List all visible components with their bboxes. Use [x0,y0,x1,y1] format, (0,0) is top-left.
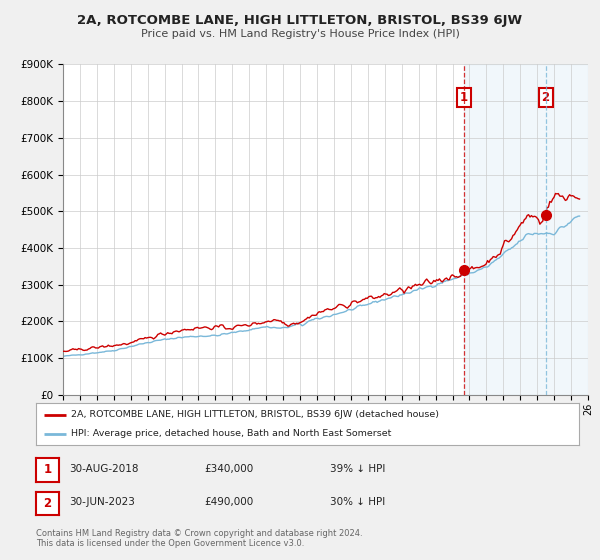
Text: 39% ↓ HPI: 39% ↓ HPI [330,464,385,474]
Text: £490,000: £490,000 [204,497,253,507]
Text: This data is licensed under the Open Government Licence v3.0.: This data is licensed under the Open Gov… [36,539,304,548]
Text: £340,000: £340,000 [204,464,253,474]
Text: 2A, ROTCOMBE LANE, HIGH LITTLETON, BRISTOL, BS39 6JW: 2A, ROTCOMBE LANE, HIGH LITTLETON, BRIST… [77,14,523,27]
Text: 2: 2 [43,497,52,510]
Text: 30-JUN-2023: 30-JUN-2023 [69,497,135,507]
Text: Price paid vs. HM Land Registry's House Price Index (HPI): Price paid vs. HM Land Registry's House … [140,29,460,39]
Text: HPI: Average price, detached house, Bath and North East Somerset: HPI: Average price, detached house, Bath… [71,430,392,438]
Text: 2: 2 [542,91,550,104]
Text: 30-AUG-2018: 30-AUG-2018 [69,464,139,474]
Text: Contains HM Land Registry data © Crown copyright and database right 2024.: Contains HM Land Registry data © Crown c… [36,529,362,538]
Text: 2A, ROTCOMBE LANE, HIGH LITTLETON, BRISTOL, BS39 6JW (detached house): 2A, ROTCOMBE LANE, HIGH LITTLETON, BRIST… [71,410,439,419]
Text: 1: 1 [43,463,52,477]
Text: 30% ↓ HPI: 30% ↓ HPI [330,497,385,507]
Bar [464,64,588,395]
Text: 1: 1 [460,91,468,104]
